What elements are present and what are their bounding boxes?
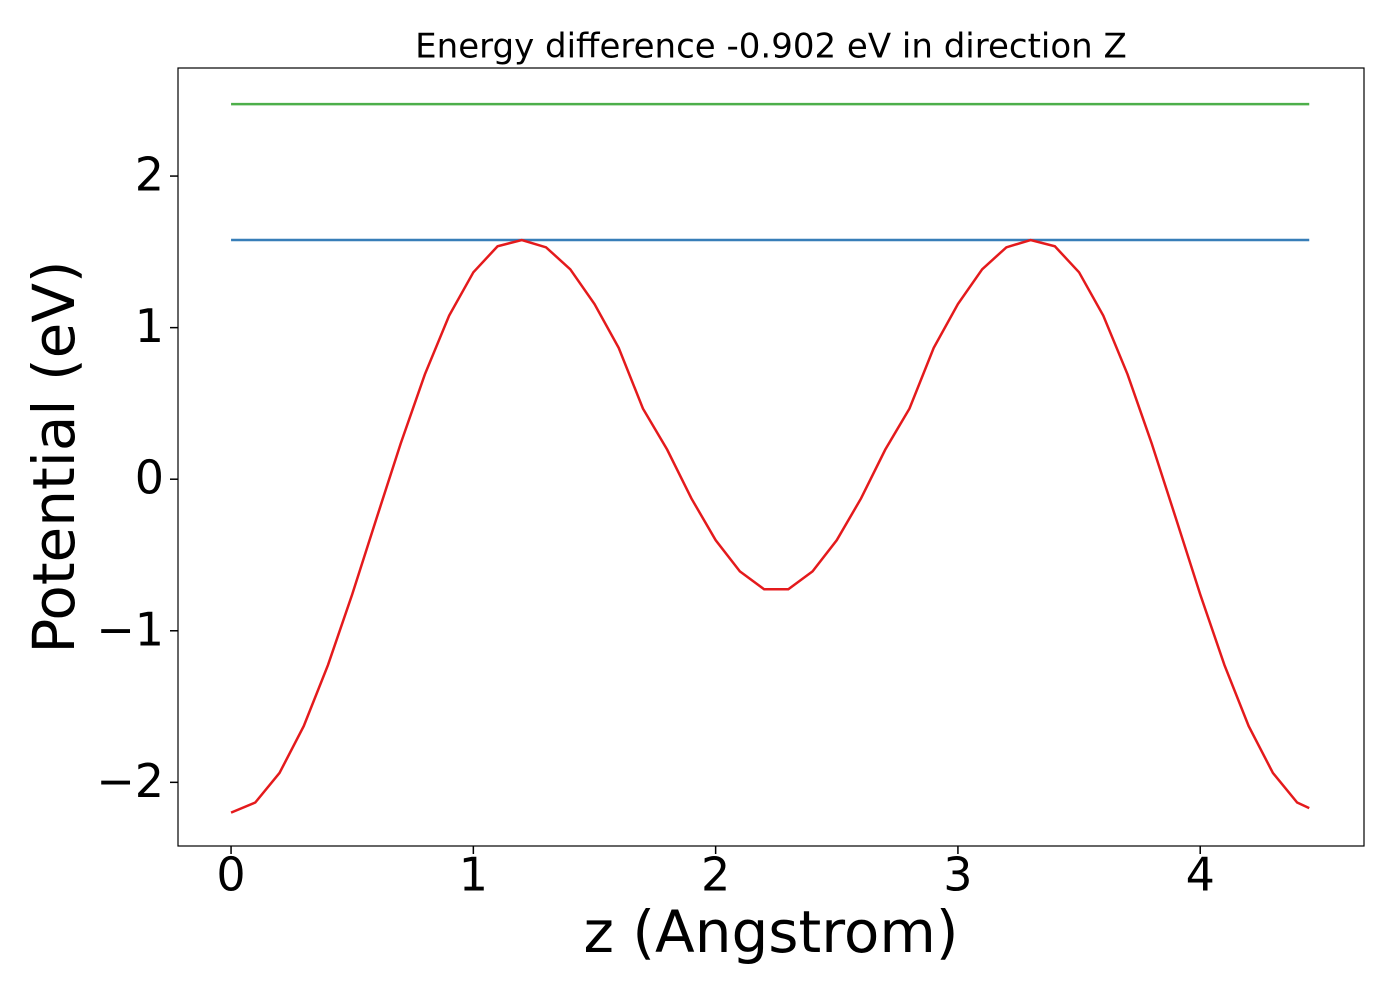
- y-axis-label: Potential (eV): [20, 260, 88, 653]
- chart-title: Energy difference -0.902 eV in direction…: [415, 27, 1127, 67]
- y-tick-label: −2: [96, 754, 164, 808]
- x-tick-label: 2: [701, 848, 730, 902]
- line-series: [230, 238, 1310, 814]
- y-tick-label: 2: [135, 148, 164, 202]
- x-tick-label: 1: [459, 848, 488, 902]
- plot-frame: [177, 67, 1365, 847]
- y-tick-label: 1: [135, 299, 164, 353]
- x-axis-label: z (Angstrom): [584, 898, 959, 966]
- y-tick-label: 0: [135, 451, 164, 505]
- y-tick-label: −1: [96, 602, 164, 656]
- x-tick-label: 0: [216, 848, 245, 902]
- x-tick-label: 4: [1186, 848, 1215, 902]
- x-tick-label: 3: [943, 848, 972, 902]
